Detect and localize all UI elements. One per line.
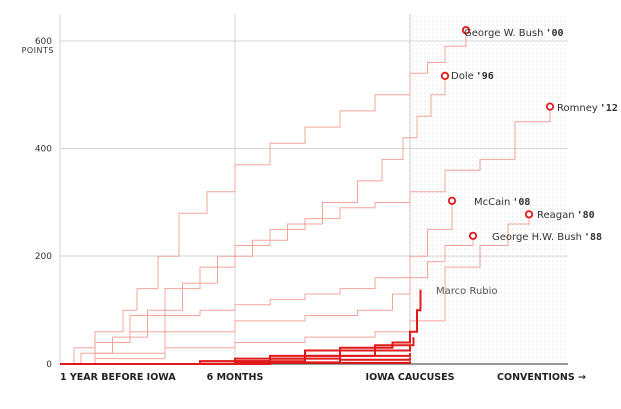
x-label-year-before: 1 YEAR BEFORE IOWA [60,372,176,383]
label-dole: Dole '96 [451,71,494,82]
marker-dole [440,71,450,81]
y-axis-label: POINTS [22,46,54,55]
current-line-5 [60,361,411,365]
x-label-conventions: CONVENTIONS → [497,372,586,383]
label-marco-rubio: Marco Rubio [436,286,498,297]
current-line-marco-rubio [130,289,422,365]
series-line-romney [60,106,551,365]
marker-george-h-w-bush [468,231,478,240]
series-line-reagan [60,214,530,365]
y-tick-label-0: 0 [46,360,52,370]
series-line-dole [60,75,446,365]
marker-george-w-bush [461,26,471,35]
y-tick-label-200: 200 [35,252,52,262]
series-line-george-h-w-bush [60,235,474,365]
winner-series-group [60,30,551,365]
y-tick-label-400: 400 [35,145,52,155]
x-label-iowa: IOWA CAUCUSES [366,372,455,383]
y-tick-label-600: 600 [35,37,52,47]
current-candidates-group [60,289,422,365]
label-mccain: McCain '08 [474,197,530,208]
marker-mccain [447,196,457,205]
label-george-hw-bush: George H.W. Bush '88 [492,232,602,243]
series-line-mccain [60,200,453,365]
label-reagan: Reagan '80 [537,210,595,221]
marker-reagan [524,210,534,219]
post-caucus-shade [410,14,568,364]
endpoint-markers-group [440,26,555,240]
label-romney: Romney '12 [557,103,618,114]
series-line-george-w-bush [60,30,467,365]
label-george-w-bush: George W. Bush '00 [464,28,564,39]
x-label-6-months: 6 MONTHS [207,372,264,383]
marker-romney [545,102,555,111]
